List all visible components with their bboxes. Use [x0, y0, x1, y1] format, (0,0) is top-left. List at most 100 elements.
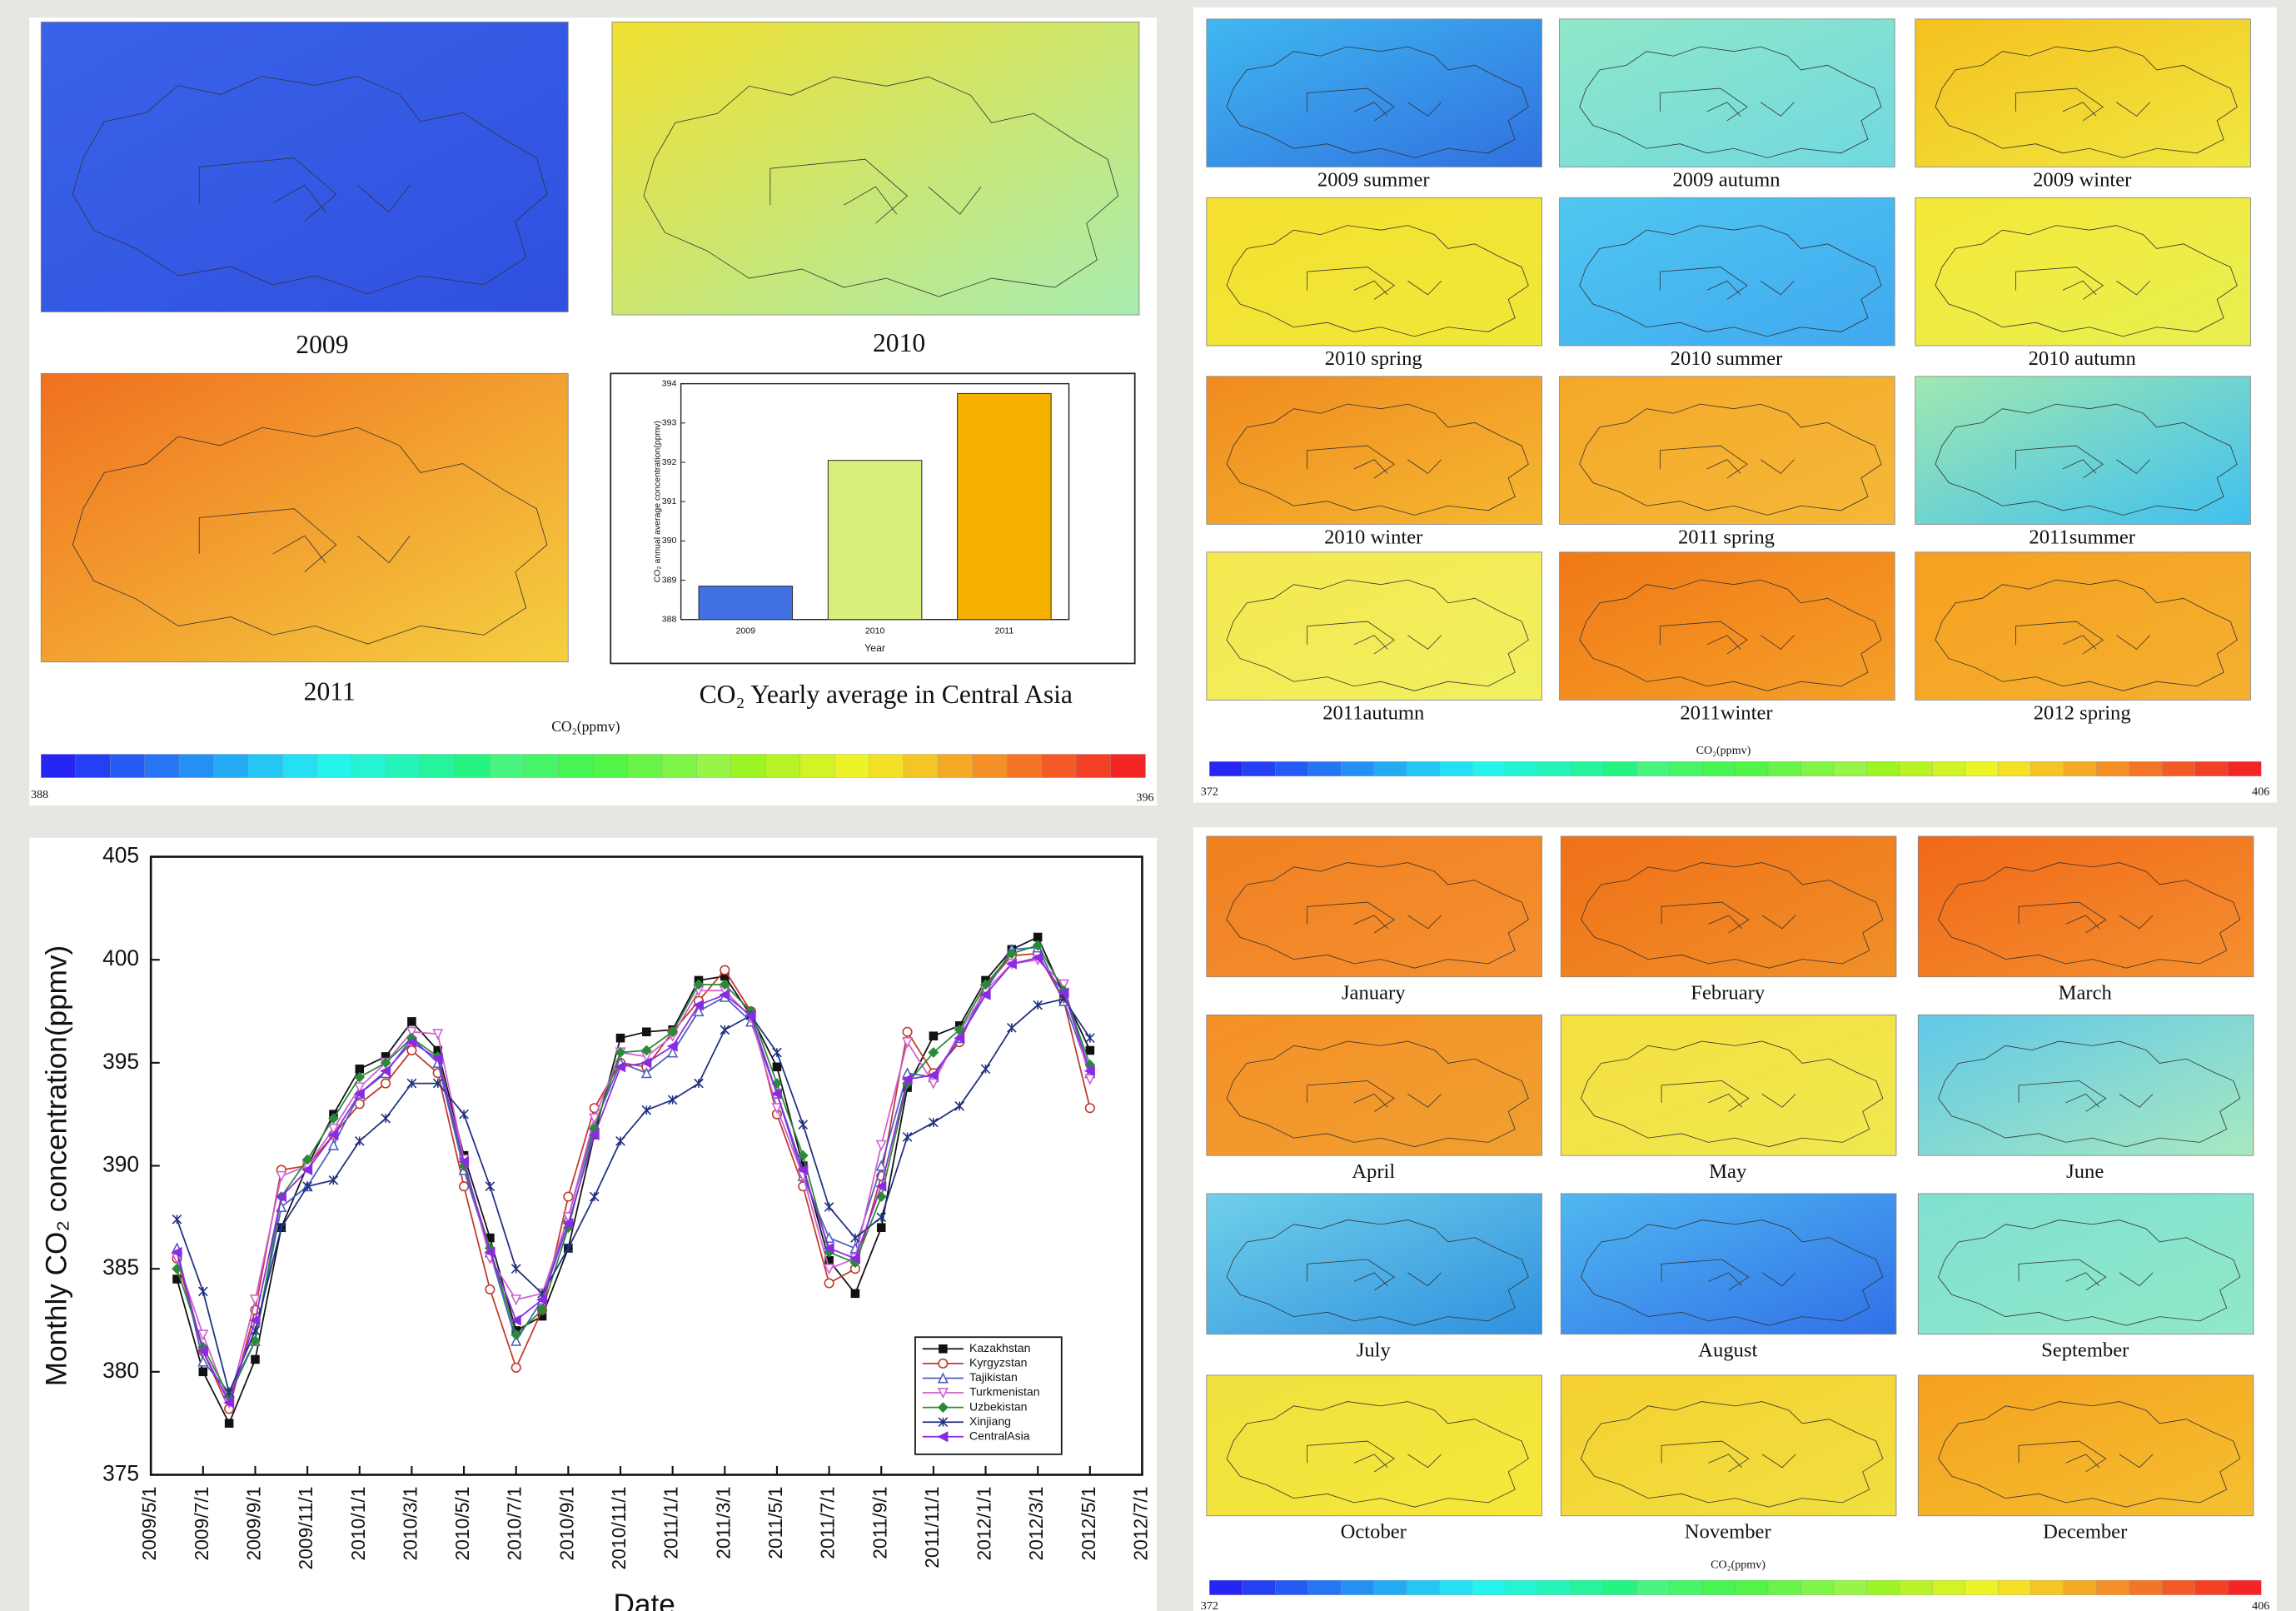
colorbar-cell	[2194, 761, 2229, 777]
marker	[1083, 1065, 1095, 1077]
colorbar-cell	[1669, 1579, 1703, 1595]
colorbar-tick-label: 372	[1201, 785, 1218, 798]
colorbar-cell	[386, 754, 421, 778]
colorbar-cell	[558, 754, 594, 778]
colorbar-cell	[869, 754, 904, 778]
marker	[354, 1082, 366, 1094]
y-tick-label: 390	[662, 536, 677, 546]
colorbar-cell	[1472, 1579, 1507, 1595]
marker	[327, 1123, 339, 1135]
colorbar-cell	[1997, 761, 2032, 777]
marker	[510, 1264, 521, 1274]
colorbar-cell	[1603, 761, 1637, 777]
y-tick-label: 400	[102, 945, 139, 970]
marker	[510, 1334, 522, 1346]
map-caption: 2011	[304, 677, 356, 706]
x-tick-label: 2011/9/1	[869, 1487, 890, 1559]
map-outline	[1227, 47, 1528, 157]
marker	[667, 1026, 679, 1038]
marker	[640, 1067, 652, 1079]
marker	[615, 1047, 626, 1058]
marker	[327, 1129, 339, 1140]
map-outline	[644, 77, 1118, 297]
colorbar-cell	[1110, 754, 1146, 778]
colorbar-cell	[1800, 761, 1835, 777]
marker	[458, 1181, 470, 1192]
map-outline	[1938, 1402, 2239, 1508]
marker	[798, 1161, 808, 1170]
marker	[642, 1027, 651, 1037]
marker	[197, 1329, 209, 1341]
map-outline	[1935, 226, 2237, 337]
map-outline	[1227, 404, 1528, 515]
marker	[354, 1099, 365, 1110]
colorbar-cell	[1275, 761, 1309, 777]
colorbar-label: CO₂(ppmv)	[551, 718, 620, 735]
map-caption: April	[1352, 1160, 1395, 1183]
marker	[614, 1061, 626, 1073]
x-tick-label: 2009/9/1	[243, 1487, 265, 1561]
marker	[276, 1222, 286, 1233]
marker	[938, 1358, 949, 1369]
marker	[875, 1180, 887, 1192]
x-tick-label: 2012/7/1	[1129, 1487, 1151, 1561]
marker	[588, 1129, 600, 1140]
colorbar-cell	[178, 754, 215, 778]
map-outline	[1227, 580, 1528, 691]
colorbar-cell	[592, 754, 629, 778]
map-caption: 2010 spring	[1325, 347, 1422, 370]
marker	[720, 971, 730, 981]
marker	[172, 1274, 182, 1284]
marker	[850, 1233, 860, 1243]
colorbar-tick-label: 372	[1201, 1599, 1218, 1611]
colorbar-cell	[282, 754, 318, 778]
map-outline	[1227, 1220, 1528, 1326]
map-caption: July	[1357, 1339, 1392, 1361]
colorbar-cell	[75, 754, 111, 778]
map-caption: 2011summer	[2029, 526, 2135, 549]
x-tick-label: 2010/1/1	[347, 1487, 369, 1561]
marker	[937, 1402, 949, 1414]
marker	[510, 1294, 522, 1306]
colorbar-cell	[2129, 761, 2164, 777]
marker	[1007, 1022, 1017, 1033]
colorbar-cell	[834, 754, 870, 778]
colorbar-cell	[247, 754, 284, 778]
marker	[980, 1064, 991, 1075]
marker	[275, 1191, 286, 1203]
marker	[172, 1263, 182, 1274]
colorbar-cell	[1472, 761, 1507, 777]
colorbar-cell	[1866, 761, 1900, 777]
colorbar-cell	[1406, 761, 1441, 777]
marker	[224, 1419, 234, 1428]
marker	[1084, 1033, 1095, 1044]
marker	[824, 1202, 834, 1212]
marker	[666, 1040, 678, 1052]
y-tick-label: 388	[662, 614, 677, 624]
y-axis-label: Monthly CO₂ concentration(ppmv)	[41, 945, 73, 1386]
colorbar-cell	[1075, 754, 1112, 778]
map-caption: 2010 summer	[1671, 347, 1783, 370]
legend-label: CentralAsia	[969, 1429, 1030, 1442]
colorbar-cell	[420, 754, 456, 778]
map-caption: 2009 winter	[2033, 169, 2131, 192]
marker	[406, 1036, 417, 1048]
marker	[328, 1113, 339, 1125]
marker	[406, 1026, 417, 1038]
map-caption: 2009 summer	[1317, 169, 1430, 192]
map-caption: 2009	[296, 330, 348, 359]
colorbar-tick-label: 388	[31, 788, 48, 801]
map-caption: 2012 spring	[2034, 702, 2131, 725]
marker	[954, 1032, 965, 1044]
marker	[876, 1212, 887, 1223]
marker	[327, 1139, 339, 1150]
legend-box	[914, 1336, 1063, 1455]
colorbar-cell	[1209, 1579, 1243, 1595]
map-outline	[72, 427, 547, 644]
marker	[719, 979, 730, 990]
colorbar-cell	[765, 754, 801, 778]
marker	[171, 1246, 182, 1258]
marker	[667, 1095, 678, 1105]
marker	[484, 1246, 496, 1258]
